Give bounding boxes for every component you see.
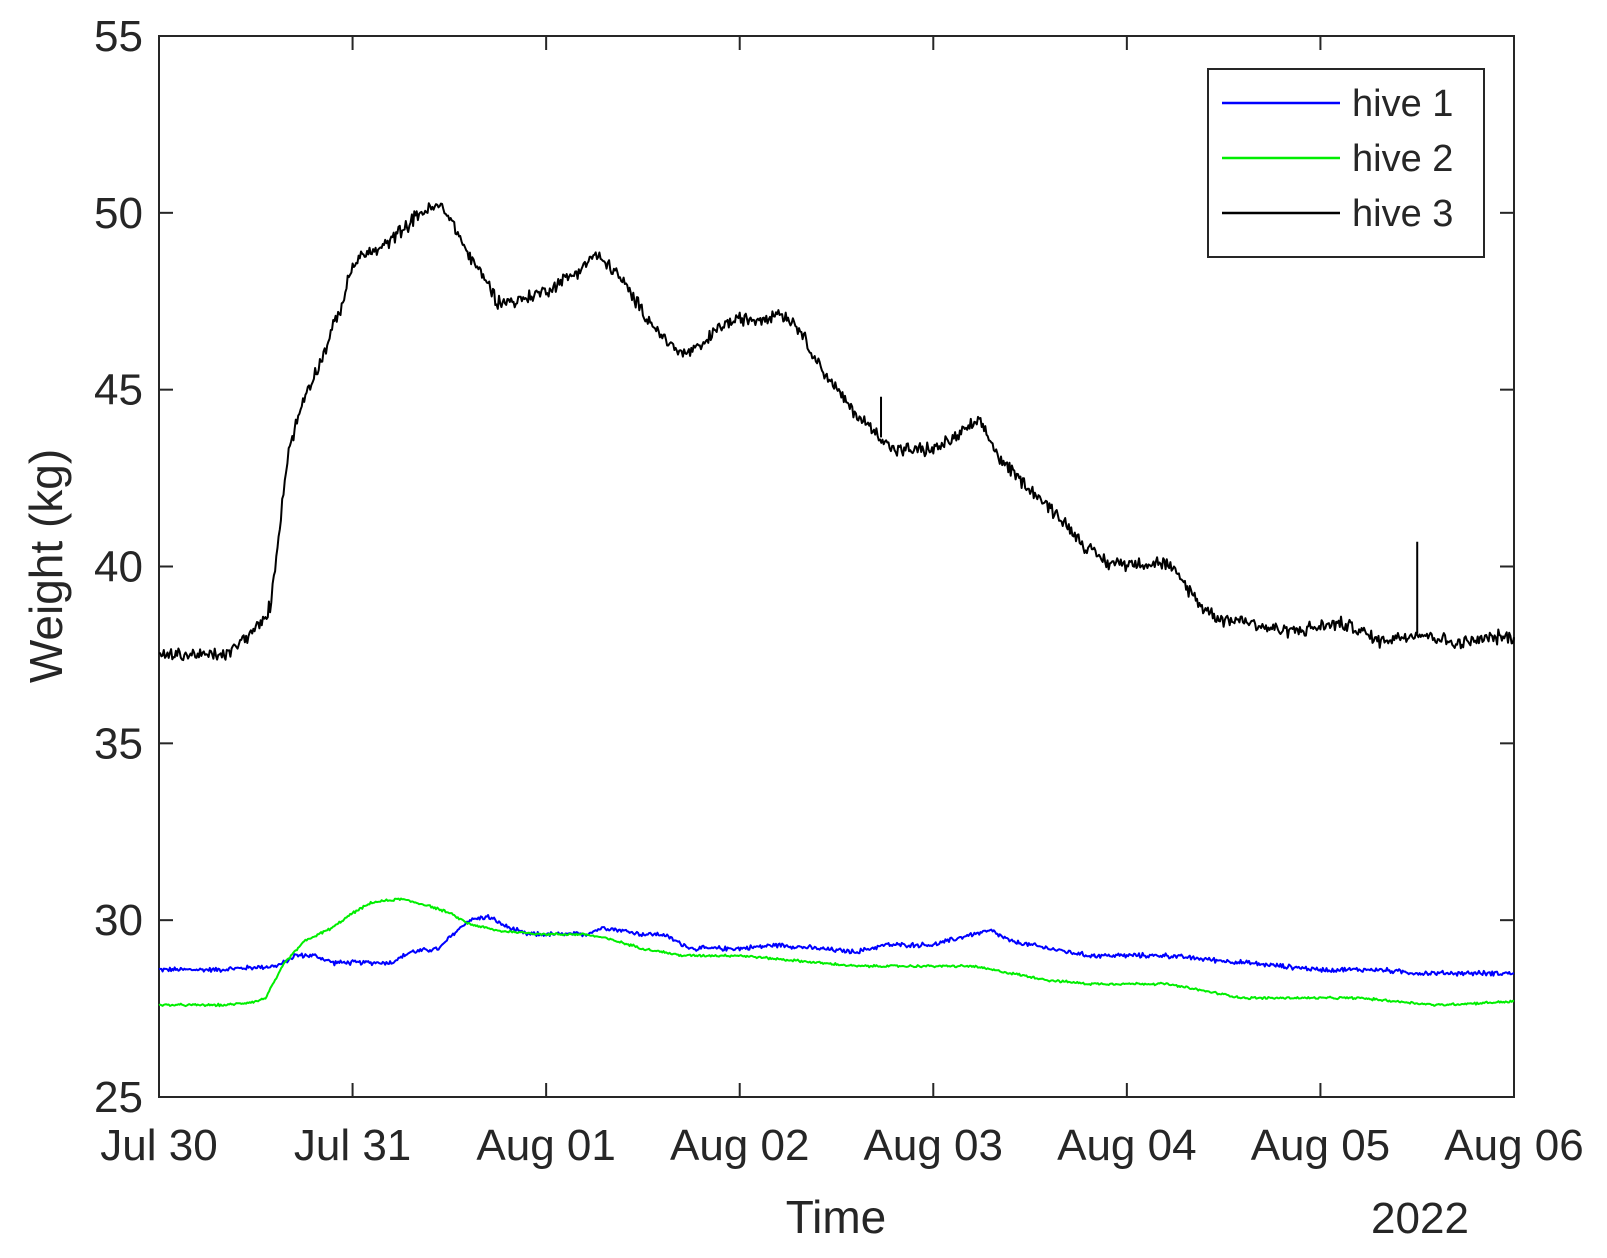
y-axis-title: Weight (kg): [20, 449, 72, 683]
axis-ticks: [158, 35, 1515, 1098]
y-tick-label: 40: [94, 543, 143, 592]
year-label: 2022: [1371, 1194, 1469, 1243]
x-tick-label: Aug 05: [1251, 1121, 1390, 1170]
x-tick-labels: Jul 30 Jul 31 Aug 01 Aug 02 Aug 03 Aug 04 Aug …: [100, 1121, 1583, 1170]
series-layer: [158, 202, 1515, 1008]
x-axis-title: Time: [786, 1191, 887, 1243]
legend-label: hive 2: [1352, 138, 1453, 180]
x-tick-label: Aug 04: [1057, 1121, 1196, 1170]
y-tick-label: 30: [94, 896, 143, 945]
x-tick-label: Aug 03: [864, 1121, 1003, 1170]
x-tick-label: Aug 01: [476, 1121, 615, 1170]
legend-box: [1207, 68, 1485, 258]
y-tick-label: 55: [94, 12, 143, 61]
legend: hive 1 hive 2 hive 3: [1207, 68, 1485, 258]
y-tick-labels: 25 30 35 40 45 50 55: [94, 12, 143, 1122]
y-tick-label: 45: [94, 366, 143, 415]
x-tick-label: Aug 06: [1444, 1121, 1583, 1170]
series-line-hive-2: [158, 897, 1515, 1008]
y-tick-label: 25: [94, 1073, 143, 1122]
legend-label: hive 1: [1352, 83, 1453, 125]
x-tick-label: Jul 31: [294, 1121, 411, 1170]
x-tick-label: Aug 02: [670, 1121, 809, 1170]
y-tick-label: 35: [94, 719, 143, 768]
y-tick-label: 50: [94, 189, 143, 238]
x-tick-label: Jul 30: [100, 1121, 217, 1170]
legend-label: hive 3: [1352, 193, 1453, 235]
series-line-hive-3: [159, 202, 1515, 662]
series-line-hive-1: [158, 914, 1515, 977]
